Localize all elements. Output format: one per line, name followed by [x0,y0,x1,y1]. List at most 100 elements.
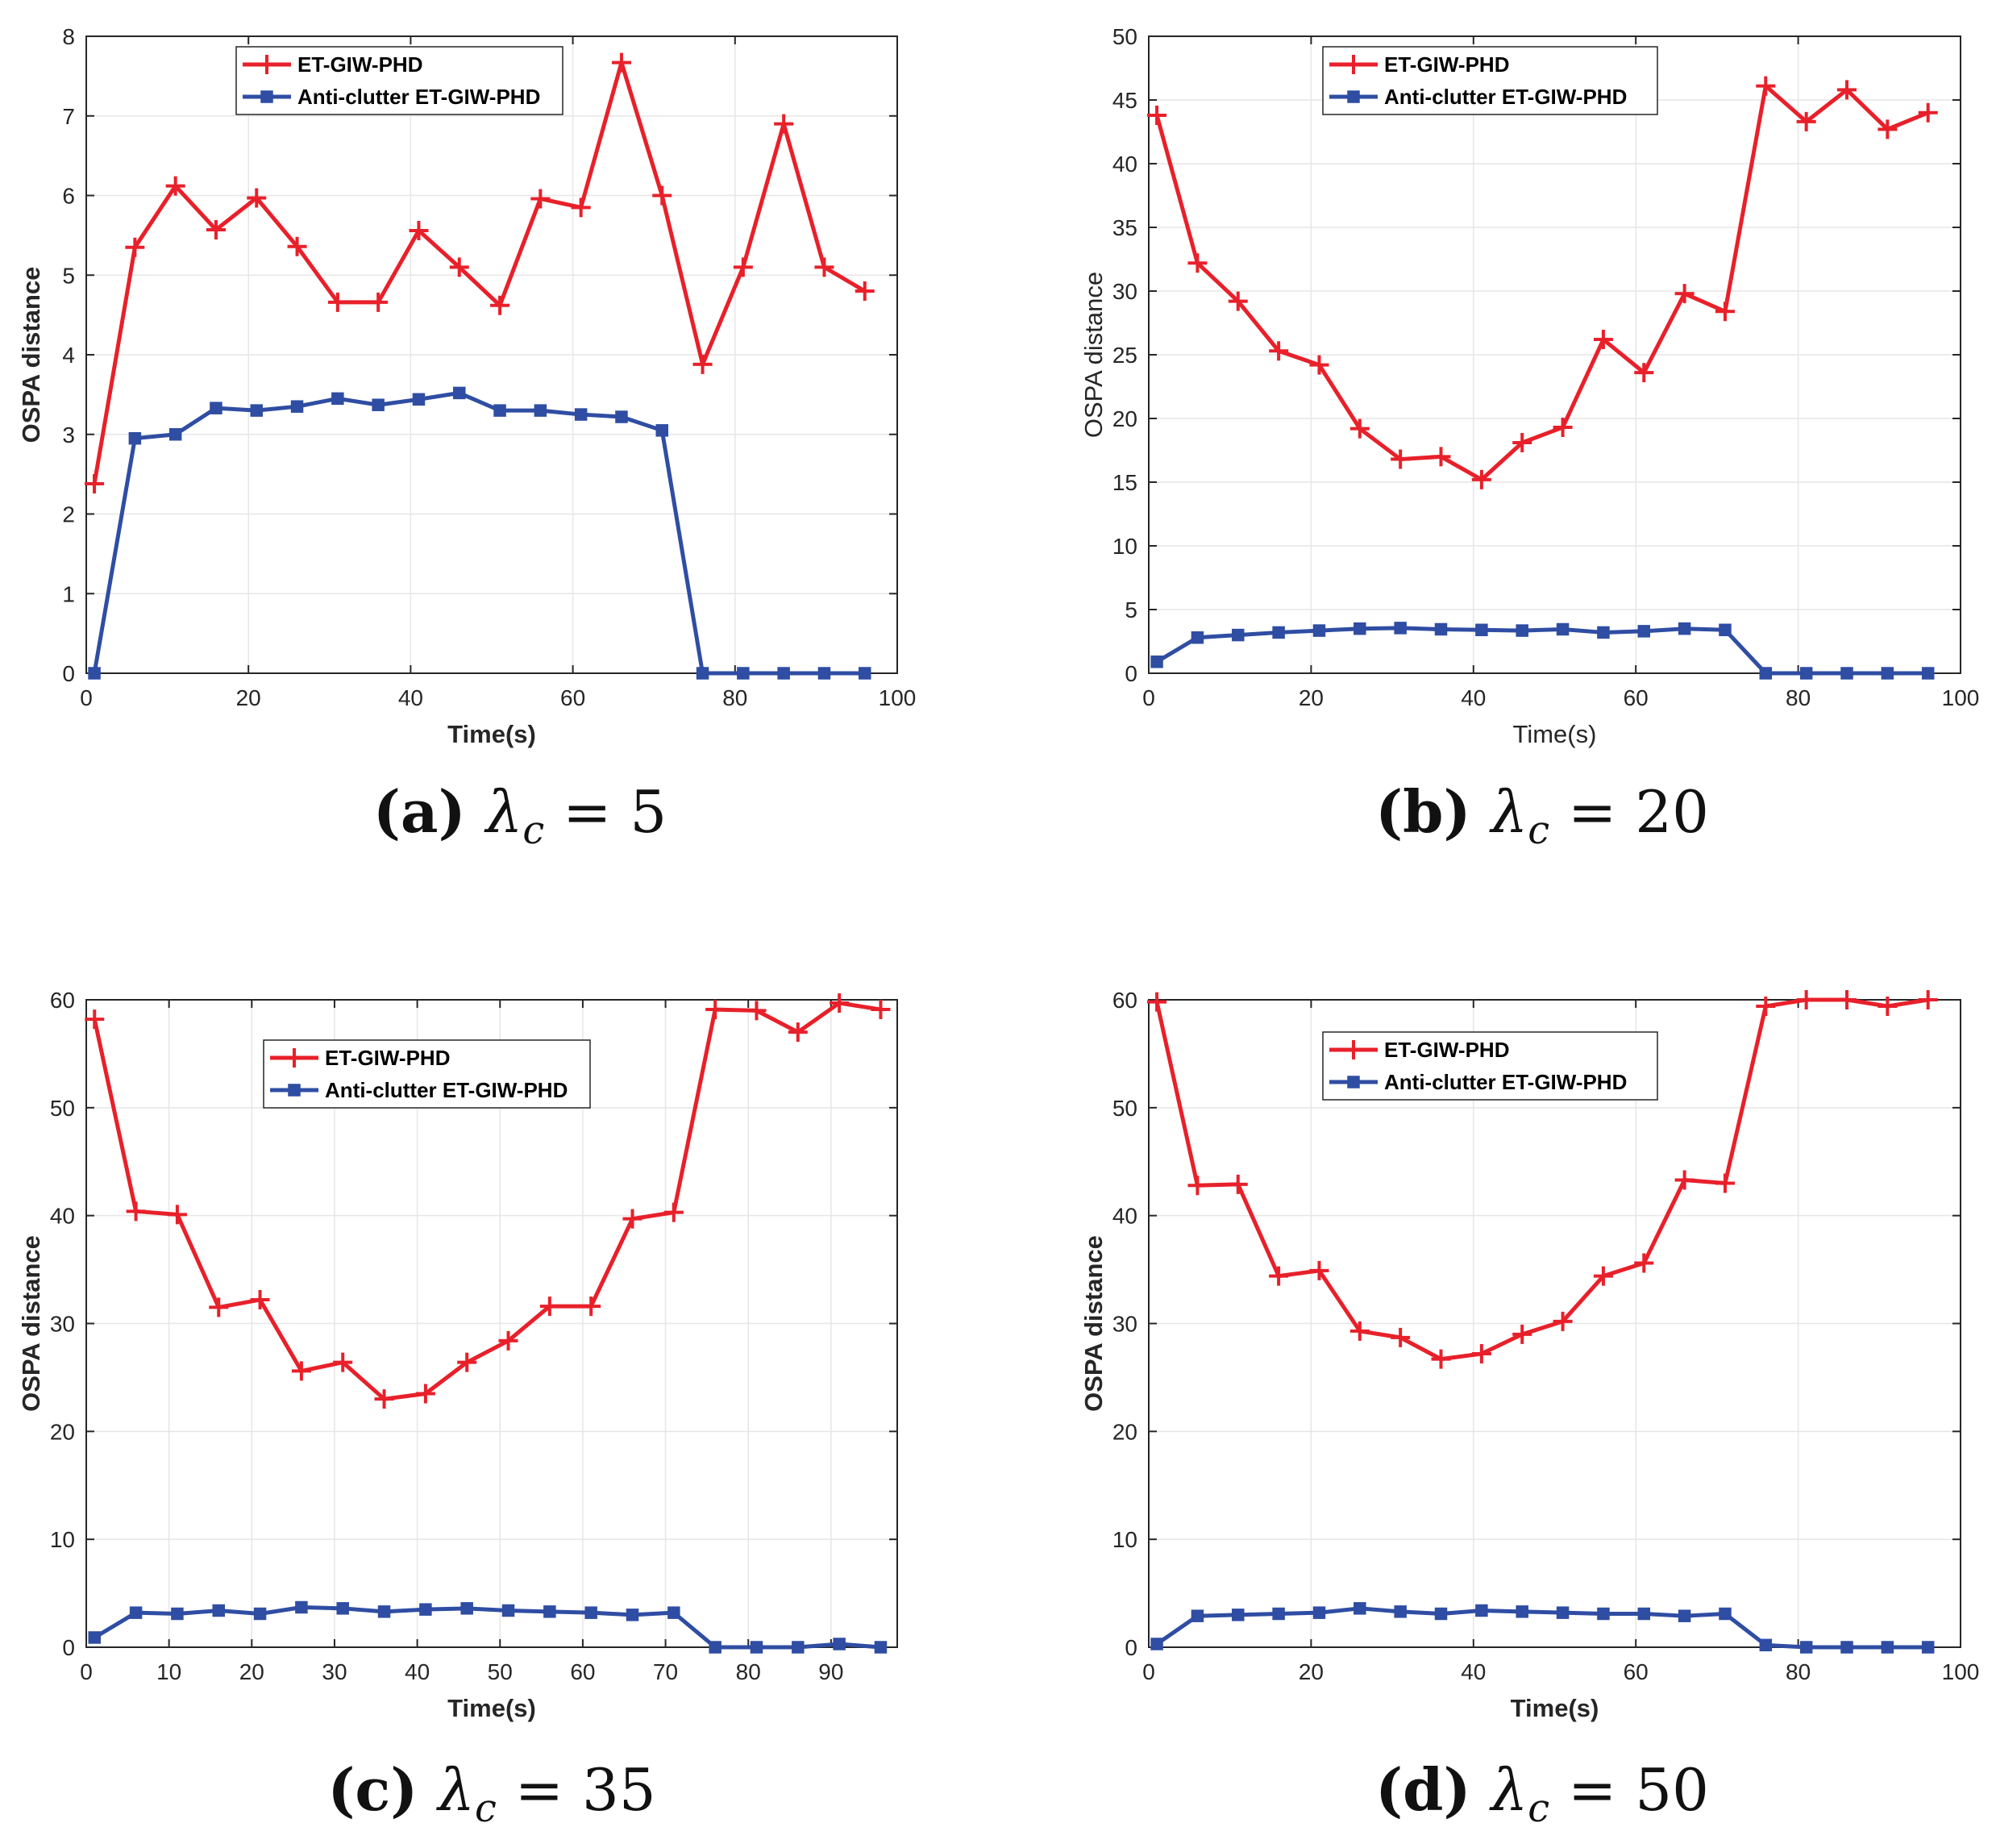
data-point [125,237,145,257]
y-tick-label: 3 [62,422,75,447]
caption-equation: = 35 [497,1756,656,1824]
x-tick-label: 20 [1299,1659,1324,1684]
data-point [167,1205,187,1225]
data-point [165,176,185,196]
data-point [1674,1170,1695,1190]
chart-panel-c: 0 10 20 30 40 50 60 70 80 90 0 10 20 30 40 50 60 Time(s) O… [17,988,898,1831]
data-point [1147,105,1167,125]
data-point [247,188,267,208]
data-point [291,1361,311,1381]
legend: ET-GIW-PHD Anti-clutter ET-GIW-PHD [263,1039,591,1109]
y-tick-label: 10 [1112,1527,1137,1552]
legend-marker [1347,1076,1360,1088]
data-point [1715,302,1735,322]
data-point [1556,622,1570,636]
data-point [746,1001,767,1021]
legend-label: Anti-clutter ET-GIW-PHD [1384,85,1627,109]
data-point [501,1604,515,1617]
data-point [1556,1606,1570,1619]
legend-label: Anti-clutter ET-GIW-PHD [297,85,540,109]
data-point [1881,1641,1894,1654]
y-axis-label: OSPA distance [1079,272,1108,438]
legend-box [1322,46,1658,115]
data-point [1187,1176,1208,1196]
data-point [1349,418,1370,439]
data-point [1756,76,1776,96]
data-point [833,1638,846,1650]
data-point [814,257,834,277]
x-tick-label: 20 [1299,685,1324,710]
data-point [1597,626,1610,639]
data-point [1756,997,1776,1017]
data-point [453,386,466,400]
data-point [1191,1609,1204,1622]
y-tick-label: 40 [50,1204,75,1229]
data-point [615,410,628,423]
data-point [1918,990,1938,1009]
legend-marker [1347,90,1360,103]
x-tick-label: 100 [879,685,917,710]
caption-lambda: λ [484,778,523,846]
x-tick-label: 0 [80,685,93,710]
data-point [1431,1349,1451,1369]
chart-panel-a: 0 20 40 60 80 100 0 1 2 3 4 5 6 7 8 Time(s) OSPA distanc… [17,24,916,853]
data-point [1391,1327,1411,1347]
grid-lines [1149,36,1961,673]
data-point [1512,1324,1532,1344]
x-tick-label: 100 [1942,685,1980,710]
subfigure-caption: (b) λc = 20 [1375,777,1709,853]
y-tick-label: 60 [50,988,75,1013]
data-point [1354,1602,1366,1615]
data-point [871,1000,891,1020]
caption-lambda: λ [1489,778,1528,846]
legend-marker [260,90,273,103]
y-tick-label: 0 [62,661,75,686]
x-tick-label: 100 [1942,1659,1980,1684]
y-tick-label: 30 [50,1312,75,1337]
data-point [1269,1266,1289,1286]
data-point [1150,656,1163,668]
y-tick-label: 15 [1112,470,1137,495]
data-point [1918,102,1938,123]
y-tick-label: 0 [62,1635,75,1660]
data-point [1597,1607,1610,1621]
data-point [88,667,101,680]
data-point [1840,667,1853,680]
y-tick-label: 50 [50,1096,75,1121]
y-tick-label: 30 [1112,279,1137,304]
series-et-giw-phd [1147,990,1938,1369]
data-point [287,236,307,256]
data-point [777,667,790,680]
data-point [1593,1266,1613,1286]
x-tick-label: 50 [488,1659,513,1684]
caption-subscript: c [522,808,544,853]
data-point [1434,622,1448,636]
data-point [1837,80,1857,100]
data-point [626,1609,639,1621]
data-point [290,400,304,413]
data-point [171,1607,184,1621]
data-point [655,424,669,437]
data-point [1391,449,1411,469]
y-tick-label: 60 [1112,988,1137,1013]
x-tick-label: 90 [818,1659,843,1684]
y-tick-label: 35 [1112,215,1137,240]
series-et-giw-phd [85,993,891,1409]
data-point [1634,1253,1654,1273]
data-point [696,667,709,680]
x-axis-label: Time(s) [447,720,536,748]
chart-panel-b: 0 20 40 60 80 100 0 5 10 15 20 25 30 35 40 45 50 Time(s) O… [1079,24,1979,853]
series-anti-clutter [88,1600,888,1654]
y-tick-label: 5 [62,263,75,288]
data-point [1312,624,1326,637]
x-tick-label: 40 [1461,685,1486,710]
data-point [1553,418,1573,438]
data-point [1349,1321,1370,1341]
data-point [574,408,588,421]
caption-equation: = 20 [1549,778,1709,846]
x-tick-label: 80 [736,1659,761,1684]
series-line [93,1605,881,1650]
y-tick-label: 10 [50,1527,75,1552]
data-point [336,1602,349,1615]
data-point [250,404,264,417]
